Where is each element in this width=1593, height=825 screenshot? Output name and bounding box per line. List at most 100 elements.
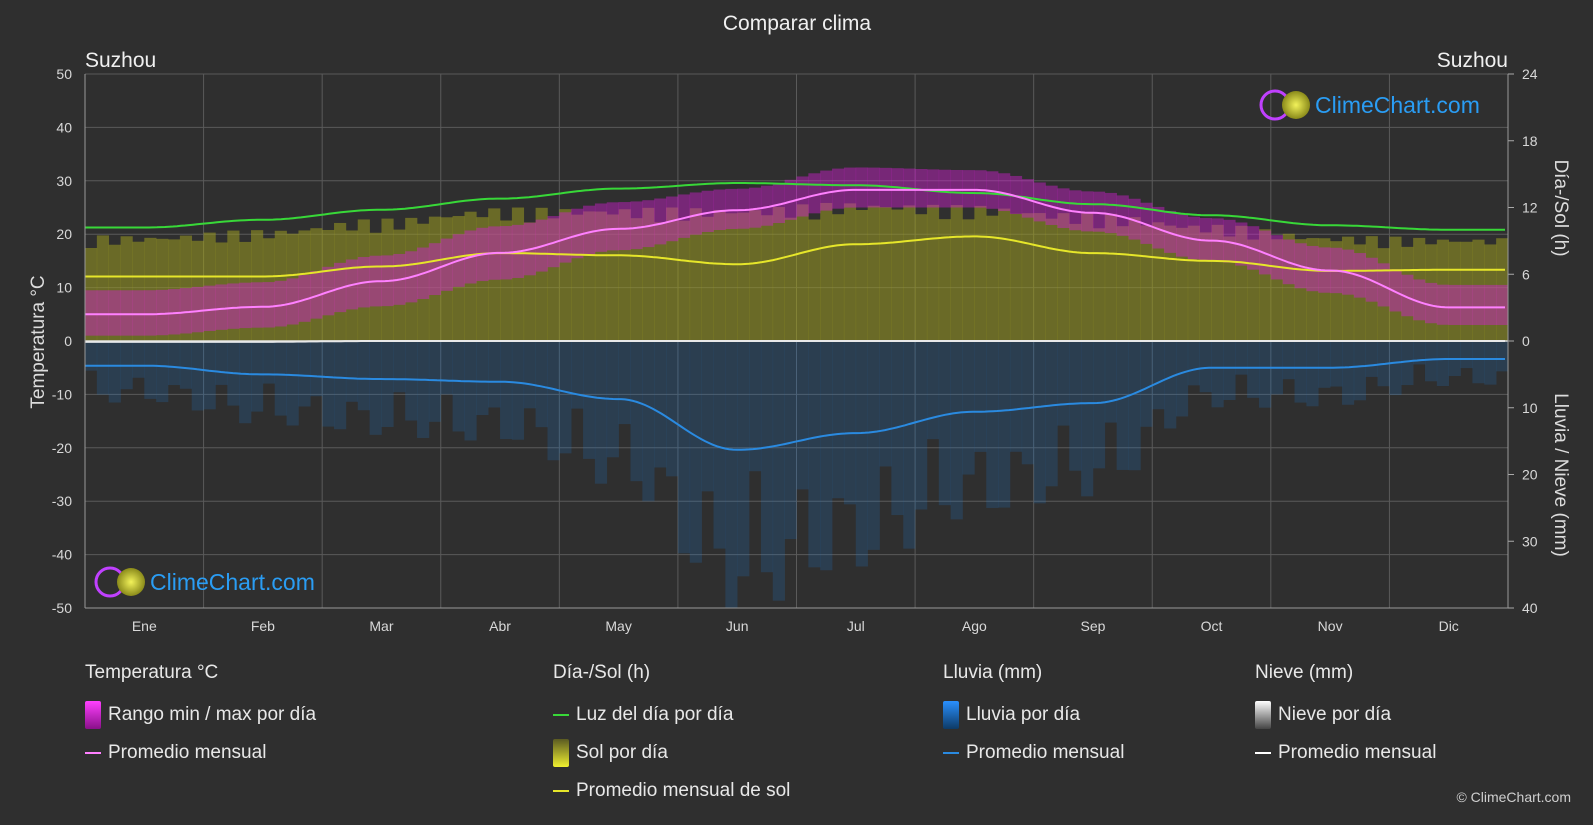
rain-bar: [1484, 341, 1497, 385]
watermark-top-text: ClimeChart.com: [1315, 92, 1480, 118]
temp-range-bar: [630, 201, 643, 250]
y-axis-left-label: Temperatura °C: [28, 275, 49, 408]
rain-bar: [1164, 341, 1177, 429]
temp-range-bar: [156, 289, 169, 336]
sun-bar: [1057, 213, 1070, 341]
sun-bar: [440, 217, 453, 341]
rain-bar: [879, 341, 892, 467]
sun-bar: [1460, 241, 1473, 341]
y-tick-left: 30: [56, 173, 72, 189]
legend-item-label: Promedio mensual: [1278, 742, 1437, 763]
sun-bar: [820, 202, 833, 341]
sun-bar: [1472, 239, 1485, 341]
rain-bar: [642, 341, 655, 502]
temp-range-bar: [772, 182, 785, 224]
rain-bar: [1104, 341, 1117, 423]
temp-range-bar: [725, 188, 738, 229]
rain-bar: [1116, 341, 1129, 470]
rain-bar: [1436, 341, 1450, 387]
temp-range-bar: [689, 192, 702, 235]
rain-bar: [274, 341, 287, 416]
rain-bar: [1247, 341, 1260, 398]
legend-item-label: Promedio mensual: [108, 742, 267, 763]
temp-range-bar: [274, 280, 287, 327]
swatch-snow: [1255, 701, 1271, 729]
rain-bar: [630, 341, 643, 482]
temp-range-bar: [1069, 190, 1082, 231]
rain-bar: [701, 341, 714, 492]
sun-bar: [108, 244, 121, 341]
y-tick-left: -10: [52, 386, 72, 402]
rain-bar: [132, 341, 145, 378]
rain-daily-bars: [85, 341, 1509, 608]
y-tick-right-top: 0: [1522, 333, 1530, 349]
temp-range-bar: [1211, 218, 1224, 262]
rain-bar: [251, 341, 264, 412]
temp-range-bar: [820, 170, 833, 211]
legend-item-label: Lluvia por día: [966, 704, 1081, 725]
rain-bar: [547, 341, 560, 461]
temp-range-bar: [298, 274, 311, 322]
sun-bar: [891, 209, 904, 341]
rain-bar: [1175, 341, 1189, 417]
rain-bar: [950, 341, 963, 520]
rain-bar: [488, 341, 501, 408]
sun-bar: [274, 230, 287, 341]
temp-range-bar: [239, 282, 252, 329]
rain-bar: [1199, 341, 1212, 393]
temp-range-bar: [1009, 175, 1023, 215]
x-tick-month: Sep: [1080, 618, 1105, 634]
rain-bar: [1021, 341, 1034, 465]
temp-range-bar: [855, 167, 868, 208]
rain-bar: [381, 341, 394, 427]
x-tick-month: Ene: [132, 618, 157, 634]
legend-item: Lluvia por día: [943, 696, 1124, 734]
rain-bar: [476, 341, 489, 416]
rain-bar: [523, 341, 536, 409]
temp-range-bar: [191, 286, 204, 333]
rain-bar: [784, 341, 797, 540]
temp-range-bar: [1401, 274, 1414, 317]
sun-bar: [203, 232, 216, 341]
y-tick-right-bottom: 20: [1522, 467, 1538, 483]
rain-bar: [1318, 341, 1331, 388]
temp-range-bar: [203, 285, 216, 332]
swatch-snow-avg: [1255, 752, 1271, 754]
temp-range-bar: [749, 187, 762, 228]
y-tick-right-bottom: 30: [1522, 533, 1538, 549]
temp-range-bar: [642, 200, 655, 248]
y-tick-left: -40: [52, 547, 72, 563]
legend-group-title: Lluvia (mm): [943, 662, 1043, 683]
temp-range-bar: [583, 205, 596, 255]
rain-bar: [1330, 341, 1343, 387]
sun-bar: [85, 247, 98, 341]
sun-bar: [286, 233, 299, 341]
sun-bar: [867, 205, 880, 341]
rain-bar: [1045, 341, 1058, 487]
rain-bar: [179, 341, 193, 389]
sun-bar: [962, 219, 975, 341]
temp-range-bar: [1081, 191, 1094, 232]
temp-range-bar: [85, 290, 98, 336]
sun-bar: [583, 211, 596, 341]
sun-bar: [239, 241, 252, 341]
rain-bar: [1353, 341, 1366, 401]
y-axis-right-bottom-label: Lluvia / Nieve (mm): [1550, 393, 1571, 557]
x-tick-month: May: [605, 618, 631, 634]
temp-range-bar: [1187, 216, 1200, 260]
sun-bar: [689, 208, 702, 341]
sun-bar: [1021, 213, 1034, 341]
temp-range-bar: [1377, 263, 1390, 307]
sun-bar: [630, 218, 643, 341]
rain-bar: [938, 341, 951, 506]
rain-bar: [843, 341, 857, 505]
rain-bar: [737, 341, 750, 577]
sun-bar: [1128, 217, 1141, 341]
rain-bar: [1069, 341, 1082, 471]
rain-bar: [535, 341, 548, 428]
legend: Temperatura °C Rango min / max por día P…: [0, 662, 1593, 812]
rain-bar: [677, 341, 691, 554]
sun-bar: [1448, 241, 1461, 341]
temp-range-bar: [867, 167, 880, 208]
temp-range-bar: [1484, 284, 1497, 325]
